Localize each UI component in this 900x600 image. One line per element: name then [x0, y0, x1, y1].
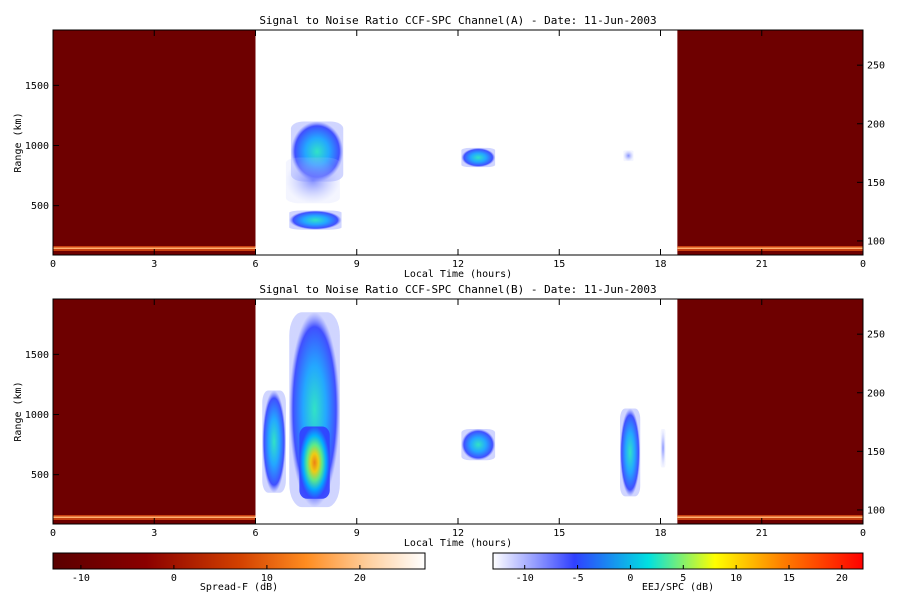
y-tick-label: 500 — [31, 470, 49, 481]
y2-tick-label: 250 — [867, 330, 885, 341]
echo-blob — [620, 408, 641, 497]
colorbar-spread-f: Spread-F (dB) -10 0 10 20 — [52, 552, 426, 593]
spread-f-region — [53, 299, 256, 524]
colorbar-spread-f-gradient — [52, 552, 426, 570]
y-tick-label: 1500 — [25, 81, 49, 92]
y-axis-label: Range (km) — [13, 381, 24, 441]
x-tick-label: 18 — [654, 259, 666, 270]
y2-tick-label: 250 — [867, 61, 885, 72]
chart-title: Signal to Noise Ratio CCF-SPC Channel(B)… — [259, 283, 656, 296]
colorbar-tick-label: 20 — [836, 573, 848, 584]
y2-tick-label: 100 — [867, 236, 885, 247]
y-tick-label: 1500 — [25, 350, 49, 361]
chart-title: Signal to Noise Ratio CCF-SPC Channel(A)… — [259, 14, 656, 27]
x-tick-label: 15 — [553, 259, 565, 270]
spread-f-bottom-echo-core — [677, 516, 863, 518]
panel-channel-a: 0 3 6 9 12 15 18 21 0 500 1000 1500 100 150 200 250 Sign… — [13, 14, 885, 280]
x-axis-label: Local Time (hours) — [404, 538, 512, 549]
y2-tick-label: 150 — [867, 178, 885, 189]
y2-tick-label: 100 — [867, 505, 885, 516]
echo-blob — [461, 147, 496, 168]
colorbar-tick-label: 10 — [261, 573, 273, 584]
colorbar-spread-f-label: Spread-F (dB) — [200, 582, 278, 593]
colorbar-tick-label: -10 — [72, 573, 90, 584]
x-tick-label: 3 — [151, 528, 157, 539]
x-tick-label: 0 — [50, 259, 56, 270]
echo-blob — [660, 428, 666, 468]
spread-f-region — [677, 30, 863, 255]
y-tick-label: 1000 — [25, 141, 49, 152]
echo-blob — [285, 157, 340, 204]
x-axis-label: Local Time (hours) — [404, 269, 512, 280]
y-tick-label: 1000 — [25, 410, 49, 421]
y2-tick-label: 200 — [867, 388, 885, 399]
y2-tick-label: 200 — [867, 119, 885, 130]
spread-f-bottom-echo-core — [53, 516, 256, 518]
colorbar-tick-label: 0 — [627, 573, 633, 584]
colorbar-tick-label: 20 — [354, 573, 366, 584]
echo-blob — [299, 426, 330, 499]
x-tick-label: 21 — [756, 259, 768, 270]
colorbar-tick-label: -10 — [516, 573, 534, 584]
colorbar-tick-label: 10 — [730, 573, 742, 584]
x-tick-label: 6 — [252, 528, 258, 539]
colorbar-eej-spc-gradient — [492, 552, 864, 570]
x-tick-label: 0 — [50, 528, 56, 539]
x-tick-label: 3 — [151, 259, 157, 270]
colorbar-tick-label: -5 — [572, 573, 584, 584]
colorbar-eej-spc-label: EEJ/SPC (dB) — [642, 582, 714, 593]
spread-f-bottom-echo-core — [677, 247, 863, 249]
echo-blob — [461, 428, 496, 461]
x-tick-label: 12 — [452, 259, 464, 270]
x-tick-label: 0 — [860, 259, 866, 270]
y2-tick-label: 150 — [867, 447, 885, 458]
y-axis-label: Range (km) — [13, 112, 24, 172]
x-tick-label: 9 — [354, 528, 360, 539]
echo-blob — [262, 390, 286, 493]
spread-f-bottom-echo-core — [53, 247, 256, 249]
colorbar-eej-spc: EEJ/SPC (dB) -10 -5 0 5 10 15 20 — [492, 552, 864, 593]
x-tick-label: 18 — [654, 528, 666, 539]
panel-channel-b: 0 3 6 9 12 15 18 21 0 500 1000 1500 100 150 200 250 Sign… — [13, 283, 885, 549]
x-tick-label: 0 — [860, 528, 866, 539]
spread-f-region — [53, 30, 256, 255]
spread-f-region — [677, 299, 863, 524]
x-tick-label: 15 — [553, 528, 565, 539]
x-tick-label: 9 — [354, 259, 360, 270]
colorbar-tick-label: 0 — [171, 573, 177, 584]
y-tick-label: 500 — [31, 201, 49, 212]
x-tick-label: 21 — [756, 528, 768, 539]
x-tick-label: 12 — [452, 528, 464, 539]
echo-blob — [289, 210, 342, 230]
x-tick-label: 6 — [252, 259, 258, 270]
colorbar-tick-label: 15 — [783, 573, 795, 584]
echo-blob — [623, 150, 634, 162]
colorbar-tick-label: 5 — [680, 573, 686, 584]
